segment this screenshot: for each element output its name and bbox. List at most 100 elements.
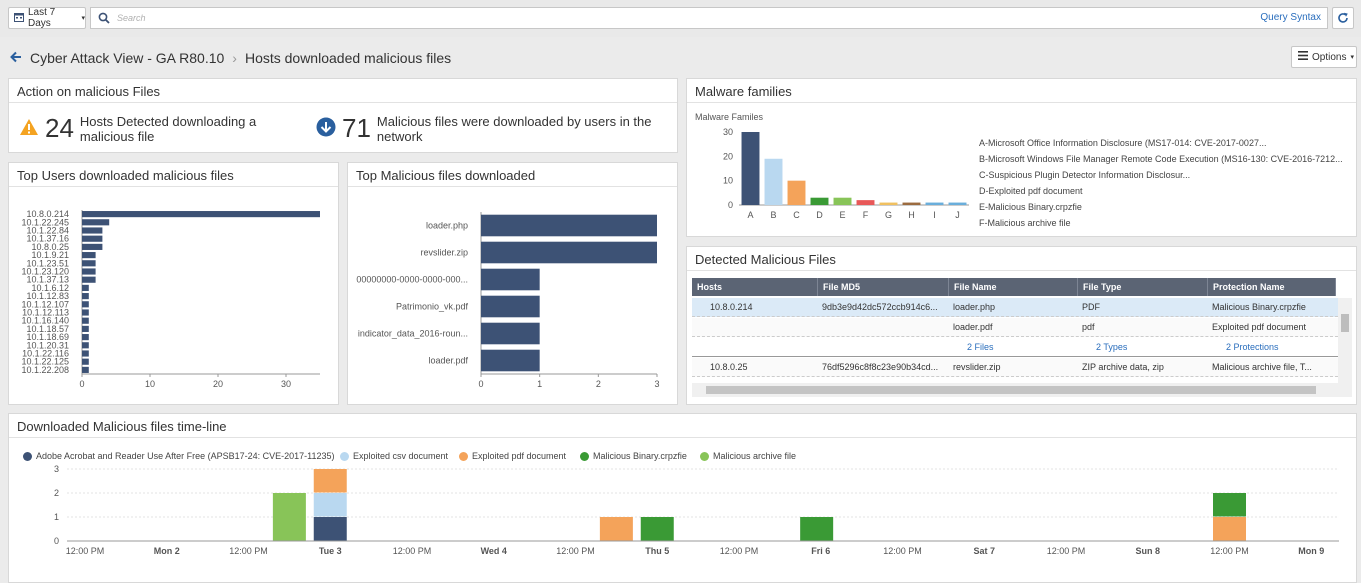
column-header[interactable]: Hosts: [692, 278, 818, 296]
bar: [82, 350, 89, 357]
stacked-bar-segment: [313, 493, 347, 517]
table-row[interactable]: [692, 338, 1338, 357]
options-button[interactable]: Options ▾: [1291, 46, 1357, 68]
malware-families-chart: Malware Familes 0 10 20 30 A B C D E F G H I J: [695, 112, 969, 220]
bar-category-label: 10.1.20.31: [26, 340, 69, 350]
column-header[interactable]: File MD5: [818, 278, 949, 296]
table-row[interactable]: [692, 358, 1338, 377]
table-cell[interactable]: [706, 338, 826, 356]
scrollbar-thumb[interactable]: [1341, 314, 1349, 332]
legend-swatch: [459, 451, 468, 461]
legend-item[interactable]: Malicious Binary.crpzfie: [580, 451, 687, 461]
table-cell[interactable]: 2 Types: [1096, 342, 1128, 352]
column-header[interactable]: File Name: [949, 278, 1078, 296]
legend-item[interactable]: Exploited pdf document: [459, 451, 566, 461]
bar-category-label: 10.1.18.69: [26, 332, 69, 342]
bar: [833, 197, 852, 205]
legend-label: Malicious archive file: [713, 451, 797, 461]
bar: [82, 227, 103, 234]
caret-down-icon: ▾: [81, 15, 85, 22]
bar-category-label: 10.1.12.83: [26, 291, 69, 301]
table-cell[interactable]: 2 Files: [967, 342, 994, 352]
y-tick-label: 0: [54, 536, 59, 546]
bar: [82, 293, 89, 300]
vertical-scrollbar[interactable]: [1338, 298, 1352, 383]
table-row[interactable]: [692, 298, 1338, 317]
bar: [82, 211, 320, 218]
x-tick-label: G: [885, 210, 892, 220]
table-cell: Malicious archive file, T...: [1212, 362, 1312, 372]
x-tick-label: Mon 9: [1298, 546, 1324, 556]
table-cell: pdf: [1082, 322, 1095, 332]
table-cell: 76df5296c8f8c23e90b34cd...: [822, 362, 939, 372]
query-syntax-link[interactable]: Query Syntax: [1260, 12, 1321, 23]
x-tick-label: 0: [478, 379, 483, 389]
bar: [481, 349, 540, 372]
bar: [82, 268, 96, 275]
x-tick-label: 12:00 PM: [556, 546, 595, 556]
legend-item[interactable]: Exploited csv document: [340, 451, 448, 461]
x-tick-label: 12:00 PM: [66, 546, 105, 556]
files-stat[interactable]: 71 Malicious files were downloaded by us…: [316, 113, 677, 144]
x-tick-label: B: [770, 210, 776, 220]
bar: [82, 317, 89, 324]
bar: [82, 235, 103, 242]
y-tick-label: 0: [728, 200, 733, 210]
hosts-stat[interactable]: 24 Hosts Detected downloading a maliciou…: [19, 113, 280, 144]
caret-down-icon: ▾: [1350, 54, 1354, 61]
bar: [481, 268, 540, 291]
x-tick-label: Mon 2: [154, 546, 180, 556]
column-header[interactable]: File Type: [1078, 278, 1208, 296]
legend-item[interactable]: B-Microsoft Windows File Manager Remote …: [979, 154, 1343, 164]
search-input[interactable]: Search Query Syntax: [90, 7, 1328, 29]
refresh-button[interactable]: [1332, 7, 1354, 29]
table-cell: revslider.zip: [953, 362, 1001, 372]
table-cell: 10.8.0.25: [710, 362, 748, 372]
bar-category-label: 10.1.23.120: [21, 267, 69, 277]
table-cell[interactable]: [818, 338, 943, 356]
back-arrow-icon[interactable]: [10, 50, 22, 66]
bar: [82, 325, 89, 332]
legend-item[interactable]: F-Malicious archive file: [979, 218, 1071, 228]
table-cell: [706, 318, 826, 336]
bar: [82, 260, 96, 267]
x-tick-label: 0: [79, 379, 84, 389]
top-toolbar: Last 7 Days ▾ Search Query Syntax: [0, 0, 1361, 37]
x-tick-label: 20: [213, 379, 223, 389]
table-cell[interactable]: 2 Protections: [1226, 342, 1279, 352]
bar-category-label: 10.1.6.12: [31, 283, 69, 293]
legend-item[interactable]: E-Malicious Binary.crpzfie: [979, 202, 1082, 212]
y-tick-label: 1: [54, 512, 59, 522]
x-tick-label: D: [816, 210, 823, 220]
column-header[interactable]: Protection Name: [1208, 278, 1336, 296]
horizontal-scrollbar[interactable]: [692, 383, 1352, 397]
x-tick-label: 30: [281, 379, 291, 389]
legend-item[interactable]: Malicious archive file: [700, 451, 796, 461]
scrollbar-thumb[interactable]: [706, 386, 1316, 394]
legend-item[interactable]: C-Suspicious Plugin Detector Information…: [979, 170, 1191, 180]
legend-item[interactable]: D-Exploited pdf document: [979, 186, 1083, 196]
bar: [82, 366, 89, 373]
y-tick-label: 10: [723, 176, 733, 186]
bar-category-label: 10.1.37.13: [26, 275, 69, 285]
bar-category-label: 10.1.12.113: [22, 308, 69, 318]
x-tick-label: 12:00 PM: [393, 546, 432, 556]
top-users-chart: 10.8.0.21410.1.22.24510.1.22.8410.1.37.1…: [21, 209, 320, 389]
y-tick-label: 2: [54, 488, 59, 498]
legend-item[interactable]: Adobe Acrobat and Reader Use After Free …: [23, 451, 335, 461]
bar-category-label: 10.1.22.84: [26, 226, 69, 236]
top-files-title: Top Malicious files downloaded: [348, 163, 677, 187]
search-placeholder: Search: [117, 13, 146, 23]
x-tick-label: F: [863, 210, 869, 220]
table-row[interactable]: [692, 318, 1338, 337]
malware-families-title: Malware families: [687, 79, 1356, 103]
bar: [481, 241, 657, 264]
legend-item[interactable]: A-Microsoft Office Information Disclosur…: [979, 138, 1267, 148]
breadcrumb-parent[interactable]: Cyber Attack View - GA R80.10: [30, 50, 225, 66]
bar: [82, 309, 89, 316]
y-tick-label: 3: [54, 464, 59, 474]
bar: [856, 200, 875, 205]
bar-category-label: 10.8.0.25: [31, 242, 69, 252]
time-range-button[interactable]: Last 7 Days ▾: [8, 7, 86, 29]
legend-swatch: [700, 451, 709, 461]
